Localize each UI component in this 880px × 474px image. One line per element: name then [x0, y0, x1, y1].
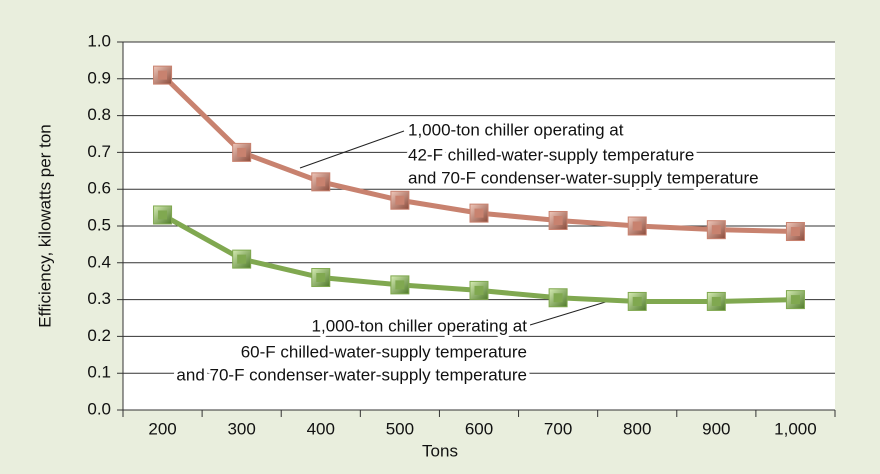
- marker-face: [237, 147, 247, 157]
- y-tick-label: 0.8: [87, 105, 111, 124]
- y-tick-label: 0.1: [87, 363, 111, 382]
- marker-face: [553, 293, 563, 303]
- x-tick-label: 800: [623, 419, 651, 438]
- marker-face: [158, 210, 168, 220]
- annotation: 60-F chilled-water-supply temperature: [241, 342, 527, 361]
- x-tick-label: 1,000: [774, 419, 817, 438]
- x-tick-label: 300: [227, 419, 255, 438]
- marker-face: [474, 285, 484, 295]
- x-axis-title: Tons: [422, 441, 458, 460]
- x-tick-label: 900: [702, 419, 730, 438]
- y-tick-label: 0.6: [87, 179, 111, 198]
- y-tick-label: 0.2: [87, 326, 111, 345]
- marker-face: [316, 273, 326, 283]
- x-tick-label: 200: [148, 419, 176, 438]
- annotation: and 70-F condenser-water-supply temperat…: [176, 365, 527, 384]
- marker-face: [395, 280, 405, 290]
- marker-face: [632, 296, 642, 306]
- marker-face: [395, 195, 405, 205]
- marker-face: [553, 215, 563, 225]
- x-tick-label: 500: [386, 419, 414, 438]
- y-tick-label: 0.0: [87, 399, 111, 418]
- marker-face: [237, 254, 247, 264]
- y-tick-label: 0.9: [87, 68, 111, 87]
- marker-face: [790, 295, 800, 305]
- annotation: 1,000-ton chiller operating at: [312, 316, 528, 335]
- marker-face: [711, 225, 721, 235]
- marker-face: [316, 177, 326, 187]
- x-tick-label: 600: [465, 419, 493, 438]
- marker-face: [632, 221, 642, 231]
- x-tick-label: 700: [544, 419, 572, 438]
- y-tick-label: 0.3: [87, 289, 111, 308]
- annotation: and 70-F condenser-water-supply temperat…: [408, 168, 759, 187]
- marker-face: [474, 208, 484, 218]
- leader-line: [299, 130, 405, 169]
- y-tick-label: 0.7: [87, 142, 111, 161]
- marker-face: [790, 227, 800, 237]
- marker-face: [711, 296, 721, 306]
- y-tick-label: 0.5: [87, 215, 111, 234]
- annotation: 42-F chilled-water-supply temperature: [408, 145, 694, 164]
- y-tick-label: 1.0: [87, 31, 111, 50]
- marker-face: [158, 70, 168, 80]
- leader-line: [529, 299, 613, 326]
- y-axis-title: Efficiency, kilowatts per ton: [35, 124, 54, 327]
- y-tick-label: 0.4: [87, 252, 111, 271]
- x-tick-label: 400: [307, 419, 335, 438]
- annotation: 1,000-ton chiller operating at: [408, 120, 624, 139]
